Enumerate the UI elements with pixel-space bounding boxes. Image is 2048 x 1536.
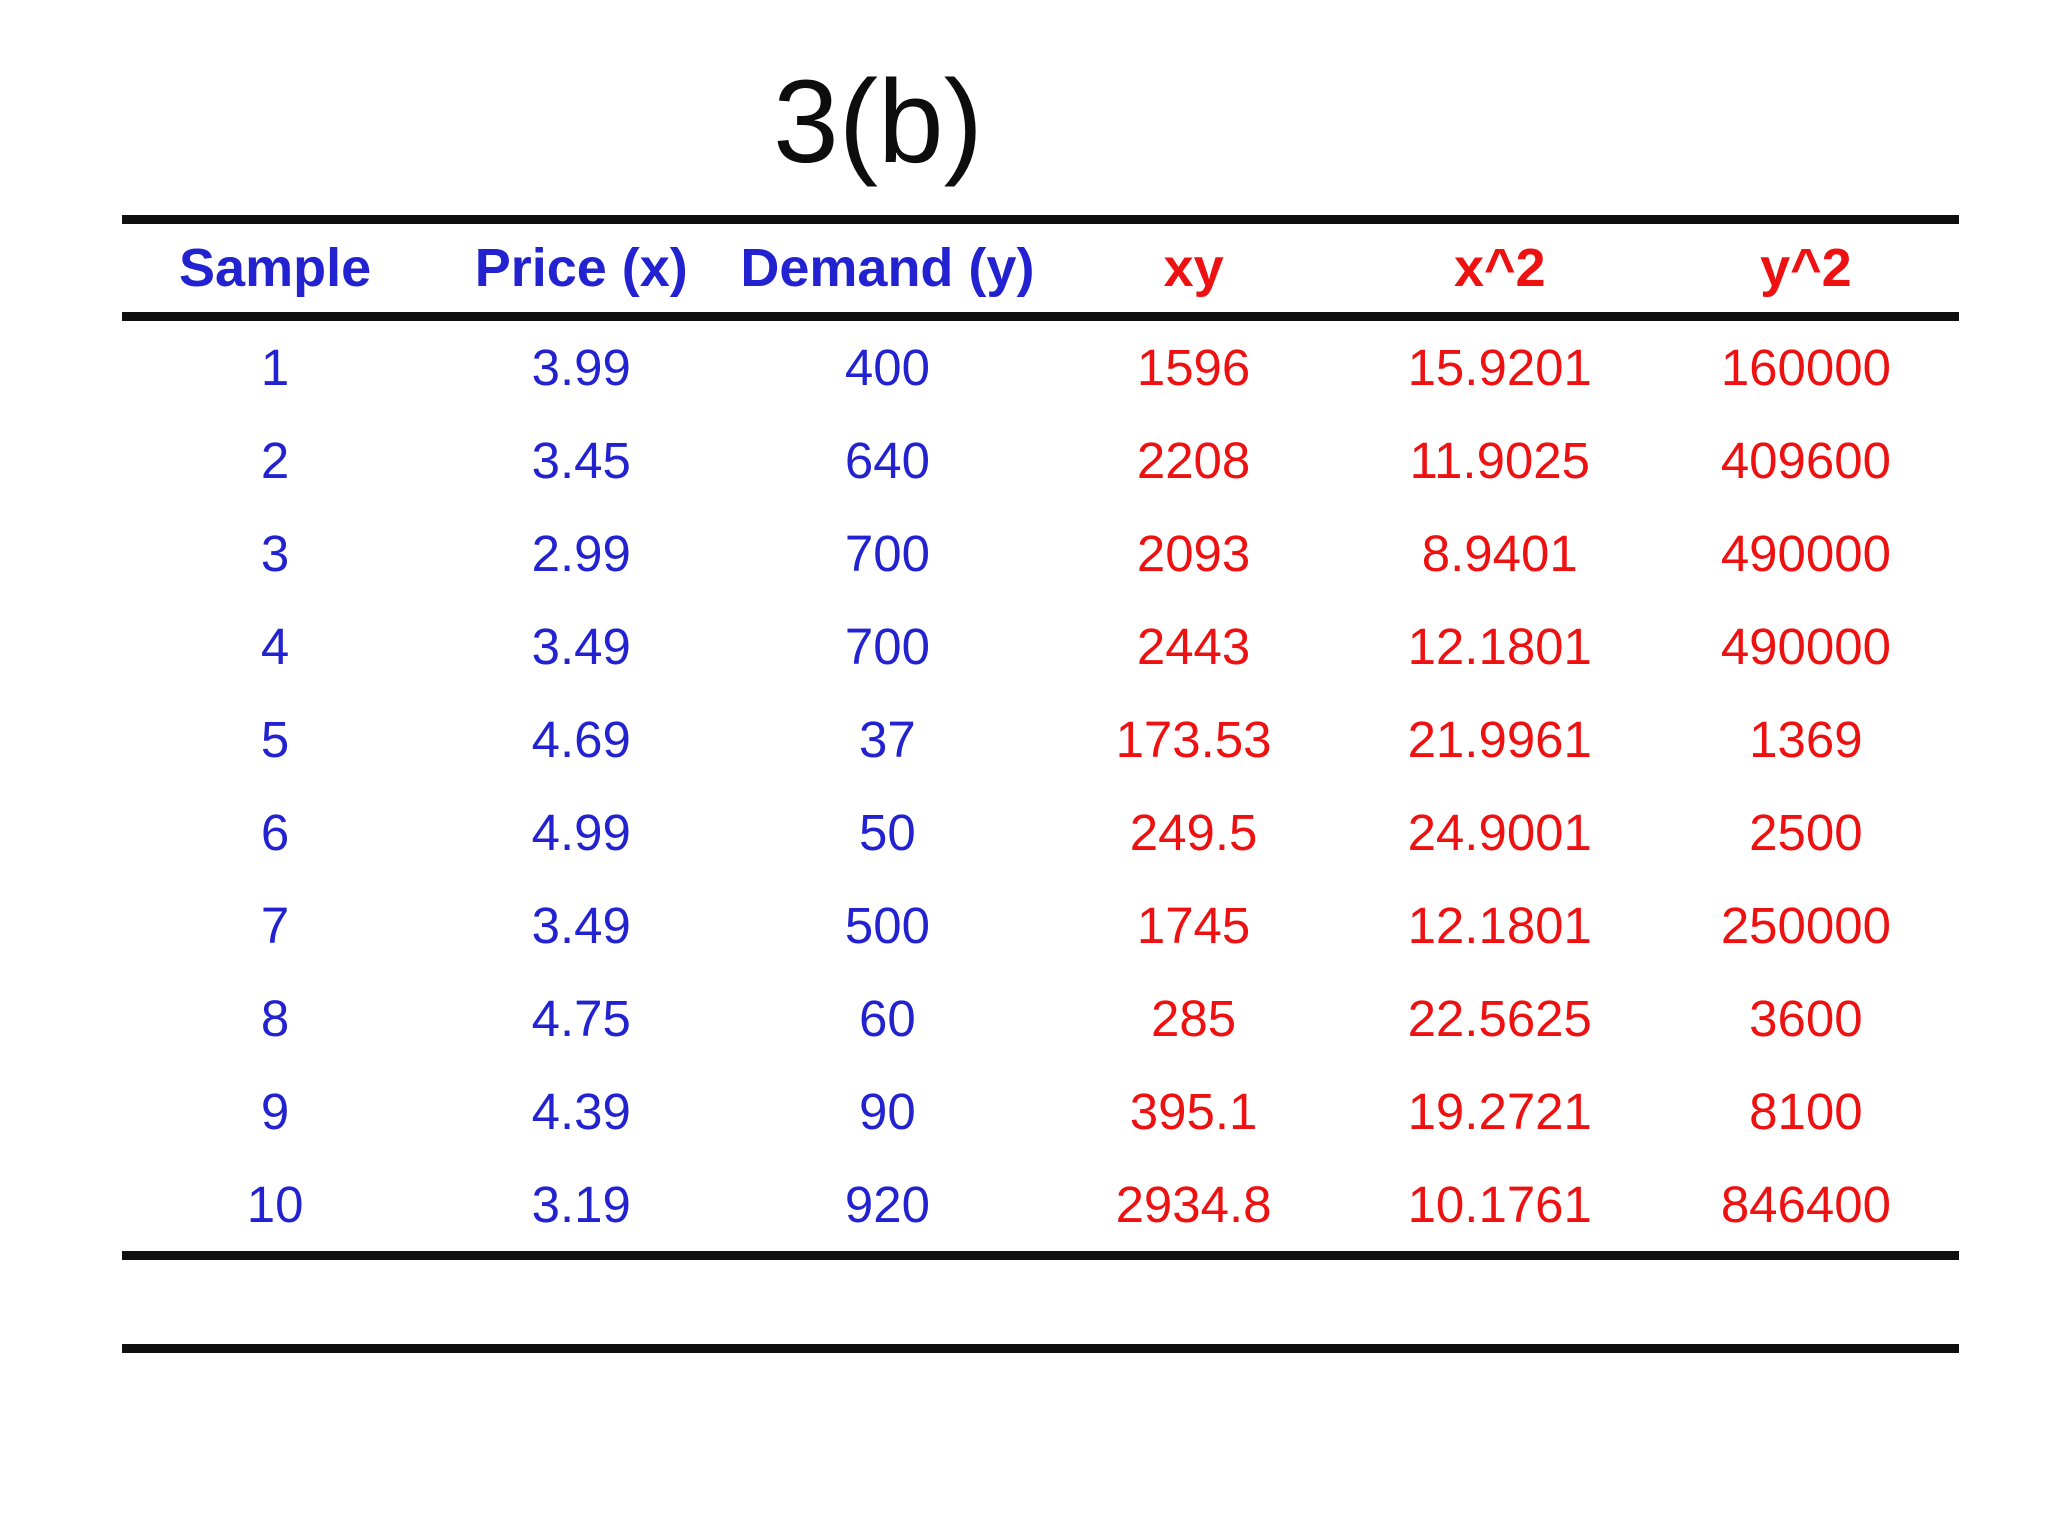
cell-x-squared: 8.9401: [1421, 525, 1578, 582]
cell-y-squared: 409600: [1720, 432, 1891, 489]
cell-price-x: 2.99: [531, 525, 631, 582]
cell-demand-y: 50: [859, 804, 916, 861]
cell-xy: 249.5: [1129, 804, 1258, 861]
cell-demand-y: 700: [844, 525, 930, 582]
cell-price-x: 3.49: [531, 897, 631, 954]
table-row: 6 4.99 50 249.5 24.9001 2500: [122, 786, 1959, 879]
cell-x-squared: 15.9201: [1407, 339, 1592, 396]
column-header-x-squared: x^2: [1453, 238, 1546, 298]
column-header-price-x: Price (x): [474, 238, 688, 298]
cell-x-squared: 10.1761: [1407, 1176, 1592, 1233]
cell-y-squared: 8100: [1749, 1083, 1863, 1140]
column-header-demand-y: Demand (y): [740, 238, 1035, 298]
cell-price-x: 3.19: [531, 1176, 631, 1233]
table-footer-rule: [122, 1344, 1959, 1353]
table-header-rule: [122, 312, 1959, 321]
cell-xy: 1745: [1136, 897, 1251, 954]
cell-price-x: 4.69: [531, 711, 631, 768]
cell-demand-y: 37: [859, 711, 916, 768]
table-row: 3 2.99 700 2093 8.9401 490000: [122, 507, 1959, 600]
cell-demand-y: 90: [859, 1083, 916, 1140]
cell-xy: 1596: [1136, 339, 1251, 396]
cell-x-squared: 21.9961: [1407, 711, 1592, 768]
cell-xy: 2208: [1136, 432, 1251, 489]
cell-price-x: 3.45: [531, 432, 631, 489]
cell-y-squared: 250000: [1720, 897, 1891, 954]
column-header-xy: xy: [1163, 238, 1224, 298]
cell-y-squared: 160000: [1720, 339, 1891, 396]
table-row: 5 4.69 37 173.53 21.9961 1369: [122, 693, 1959, 786]
table-body: 1 3.99 400 1596 15.9201 160000 2 3.45 640 2208 11.…: [122, 321, 1959, 1251]
cell-demand-y: 700: [844, 618, 930, 675]
cell-sample: 4: [260, 618, 290, 675]
table-row: 10 3.19 920 2934.8 10.1761 846400: [122, 1158, 1959, 1251]
cell-price-x: 4.39: [531, 1083, 631, 1140]
cell-demand-y: 920: [844, 1176, 930, 1233]
column-header-sample: Sample: [179, 238, 372, 298]
cell-x-squared: 19.2721: [1407, 1083, 1592, 1140]
cell-price-x: 3.49: [531, 618, 631, 675]
data-table: Sample Price (x) Demand (y) xy x^2 y^2 1…: [122, 215, 1959, 1353]
cell-price-x: 4.75: [531, 990, 631, 1047]
page-title: 3(b): [773, 56, 983, 188]
table-row: 7 3.49 500 1745 12.1801 250000: [122, 879, 1959, 972]
cell-sample: 6: [260, 804, 290, 861]
cell-sample: 7: [260, 897, 290, 954]
cell-y-squared: 3600: [1749, 990, 1863, 1047]
cell-xy: 173.53: [1115, 711, 1272, 768]
table-row: 2 3.45 640 2208 11.9025 409600: [122, 414, 1959, 507]
cell-sample: 5: [260, 711, 290, 768]
cell-xy: 395.1: [1129, 1083, 1258, 1140]
table-bottom-rule: [122, 1251, 1959, 1260]
cell-xy: 2443: [1136, 618, 1251, 675]
cell-y-squared: 490000: [1720, 525, 1891, 582]
table-footer-blank-row: [122, 1260, 1959, 1344]
cell-sample: 1: [260, 339, 290, 396]
cell-sample: 3: [260, 525, 290, 582]
column-header-y-squared: y^2: [1760, 238, 1852, 298]
cell-demand-y: 400: [844, 339, 930, 396]
cell-x-squared: 12.1801: [1407, 897, 1592, 954]
table-row: 4 3.49 700 2443 12.1801 490000: [122, 600, 1959, 693]
cell-x-squared: 24.9001: [1407, 804, 1592, 861]
table-top-rule: [122, 215, 1959, 224]
cell-y-squared: 2500: [1749, 804, 1863, 861]
cell-x-squared: 12.1801: [1407, 618, 1592, 675]
cell-x-squared: 11.9025: [1409, 432, 1591, 489]
cell-y-squared: 846400: [1720, 1176, 1891, 1233]
table-row: 9 4.39 90 395.1 19.2721 8100: [122, 1065, 1959, 1158]
cell-xy: 2093: [1136, 525, 1251, 582]
cell-y-squared: 1369: [1749, 711, 1863, 768]
cell-demand-y: 60: [859, 990, 916, 1047]
cell-sample: 9: [260, 1083, 290, 1140]
cell-x-squared: 22.5625: [1407, 990, 1592, 1047]
table-header-row: Sample Price (x) Demand (y) xy x^2 y^2: [122, 224, 1959, 312]
table-row: 1 3.99 400 1596 15.9201 160000: [122, 321, 1959, 414]
cell-xy: 285: [1151, 990, 1237, 1047]
cell-sample: 2: [260, 432, 290, 489]
table-row: 8 4.75 60 285 22.5625 3600: [122, 972, 1959, 1065]
cell-demand-y: 640: [844, 432, 930, 489]
cell-demand-y: 500: [844, 897, 930, 954]
cell-sample: 10: [246, 1176, 304, 1233]
cell-y-squared: 490000: [1720, 618, 1891, 675]
cell-price-x: 4.99: [531, 804, 631, 861]
cell-price-x: 3.99: [531, 339, 631, 396]
cell-sample: 8: [260, 990, 290, 1047]
cell-xy: 2934.8: [1115, 1176, 1272, 1233]
